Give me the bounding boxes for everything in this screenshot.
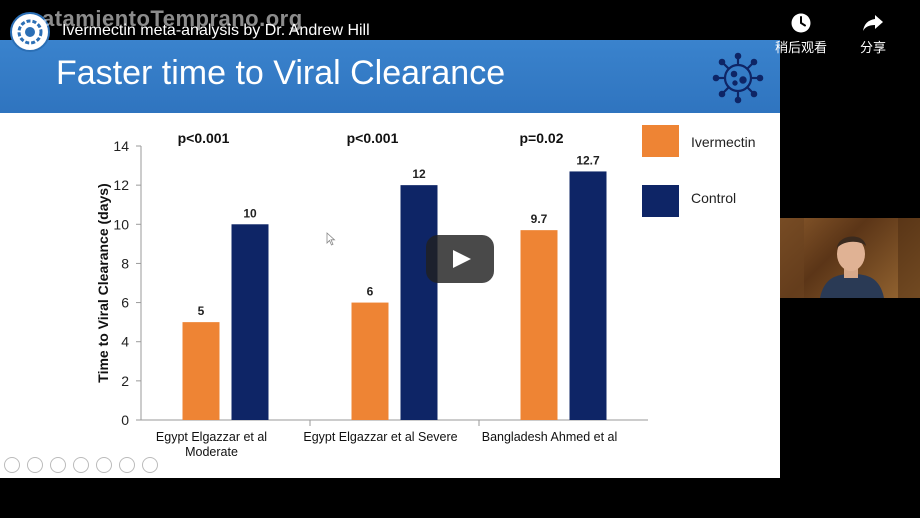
clock-icon bbox=[791, 13, 811, 33]
slide-header: Faster time to Viral Clearance bbox=[0, 40, 780, 113]
bar-ivermectin bbox=[520, 230, 558, 420]
p-value-label: p<0.001 bbox=[178, 130, 230, 146]
y-tick-label: 10 bbox=[113, 216, 129, 232]
viral-clearance-bar-chart: 0 2 4 6 8 10 12 14 Time to Viral Clearance (days… bbox=[95, 130, 648, 459]
bar-value-label: 5 bbox=[198, 304, 205, 318]
mouse-cursor-icon bbox=[326, 232, 336, 246]
bar-value-label: 9.7 bbox=[531, 212, 548, 226]
more-options-icon[interactable] bbox=[142, 457, 158, 473]
zoom-icon[interactable] bbox=[96, 457, 112, 473]
bar-value-label: 12.7 bbox=[576, 153, 600, 167]
y-tick-label: 4 bbox=[121, 334, 129, 350]
y-tick-label: 8 bbox=[121, 255, 129, 271]
channel-logo-icon bbox=[17, 19, 43, 45]
y-tick-label: 0 bbox=[121, 412, 129, 428]
play-button[interactable] bbox=[426, 235, 494, 283]
previous-slide-icon[interactable] bbox=[4, 457, 20, 473]
y-axis-label: Time to Viral Clearance (days) bbox=[95, 183, 111, 382]
share-button[interactable]: 分享 bbox=[850, 12, 896, 56]
slide-controls bbox=[4, 457, 158, 473]
y-tick-label: 2 bbox=[121, 373, 129, 389]
bar-control bbox=[231, 224, 269, 420]
channel-watermark: atamientoTemprano.org bbox=[42, 6, 303, 31]
slide-title: Faster time to Viral Clearance bbox=[56, 54, 506, 92]
next-slide-icon[interactable] bbox=[27, 457, 43, 473]
legend-label-ivermectin: Ivermectin bbox=[691, 134, 756, 150]
play-icon bbox=[453, 250, 471, 268]
presenter-video-frame bbox=[780, 218, 920, 298]
p-value-label: p<0.001 bbox=[347, 130, 399, 146]
p-value-label: p=0.02 bbox=[520, 130, 564, 146]
x-category-label: Bangladesh Ahmed et al bbox=[482, 430, 618, 444]
presentation-slide: Faster time to Viral Clearance 0 2 4 6 8 10 12… bbox=[0, 40, 780, 478]
bar-value-label: 12 bbox=[412, 167, 426, 181]
video-top-bar bbox=[0, 0, 920, 40]
y-tick-label: 6 bbox=[121, 295, 129, 311]
bar-ivermectin bbox=[182, 322, 220, 420]
watch-later-button[interactable]: 稍后观看 bbox=[770, 12, 832, 56]
legend-label-control: Control bbox=[691, 190, 737, 206]
video-title[interactable]: Ivermectin meta-analysis by Dr. Andrew H… bbox=[62, 22, 370, 39]
bar-ivermectin bbox=[351, 302, 389, 420]
bar-control bbox=[400, 185, 438, 420]
bar-value-label: 10 bbox=[243, 206, 257, 220]
x-category-label: Moderate bbox=[185, 445, 238, 459]
legend-swatch-ivermectin bbox=[642, 125, 679, 157]
bar-control bbox=[569, 171, 607, 420]
channel-avatar[interactable] bbox=[10, 12, 50, 52]
y-tick-label: 14 bbox=[113, 138, 129, 154]
slides-grid-icon[interactable] bbox=[73, 457, 89, 473]
pen-icon[interactable] bbox=[50, 457, 66, 473]
share-arrow-icon bbox=[863, 15, 883, 31]
y-tick-label: 12 bbox=[113, 177, 129, 193]
virus-icon bbox=[712, 52, 764, 104]
presenter-webcam bbox=[780, 218, 920, 298]
share-label: 分享 bbox=[859, 40, 886, 55]
x-category-label: Egypt Elgazzar et al Severe bbox=[303, 430, 457, 444]
watch-later-label: 稍后观看 bbox=[774, 40, 827, 55]
subtitles-icon[interactable] bbox=[119, 457, 135, 473]
x-category-label: Egypt Elgazzar et al bbox=[156, 430, 267, 444]
bar-value-label: 6 bbox=[367, 285, 374, 299]
legend-swatch-control bbox=[642, 185, 679, 217]
